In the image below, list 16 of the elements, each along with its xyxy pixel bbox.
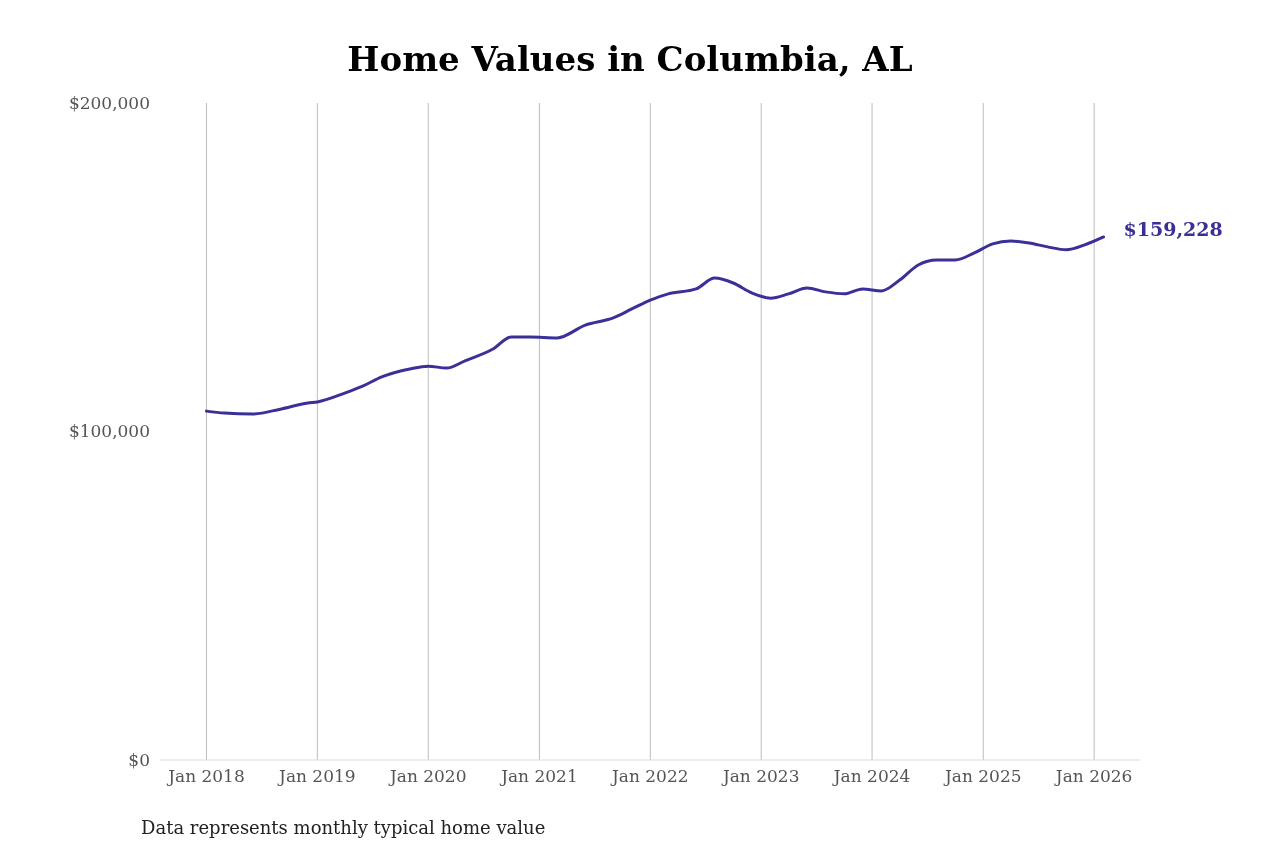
x-tick-label: Jan 2026 [1053,766,1133,786]
x-tick-label: Jan 2023 [720,766,800,786]
y-tick-label: $200,000 [68,92,150,113]
x-tick-label: Jan 2024 [831,766,911,786]
data-label: $159,228 [1123,217,1223,240]
x-tick-label: Jan 2022 [610,766,689,786]
x-tick-label: Jan 2025 [942,766,1022,786]
chart-title: Home Values in Columbia, AL [347,39,913,79]
x-tick-label: Jan 2021 [499,766,578,786]
x-tick-label: Jan 2019 [277,766,356,786]
x-tick-label: Jan 2018 [166,766,245,786]
y-tick-label: $0 [128,749,150,770]
text: Data represents monthly typical home value [141,817,546,838]
x-tick-label: Jan 2020 [387,766,467,786]
line-series [204,235,1106,416]
y-tick-label: $100,000 [68,421,150,442]
